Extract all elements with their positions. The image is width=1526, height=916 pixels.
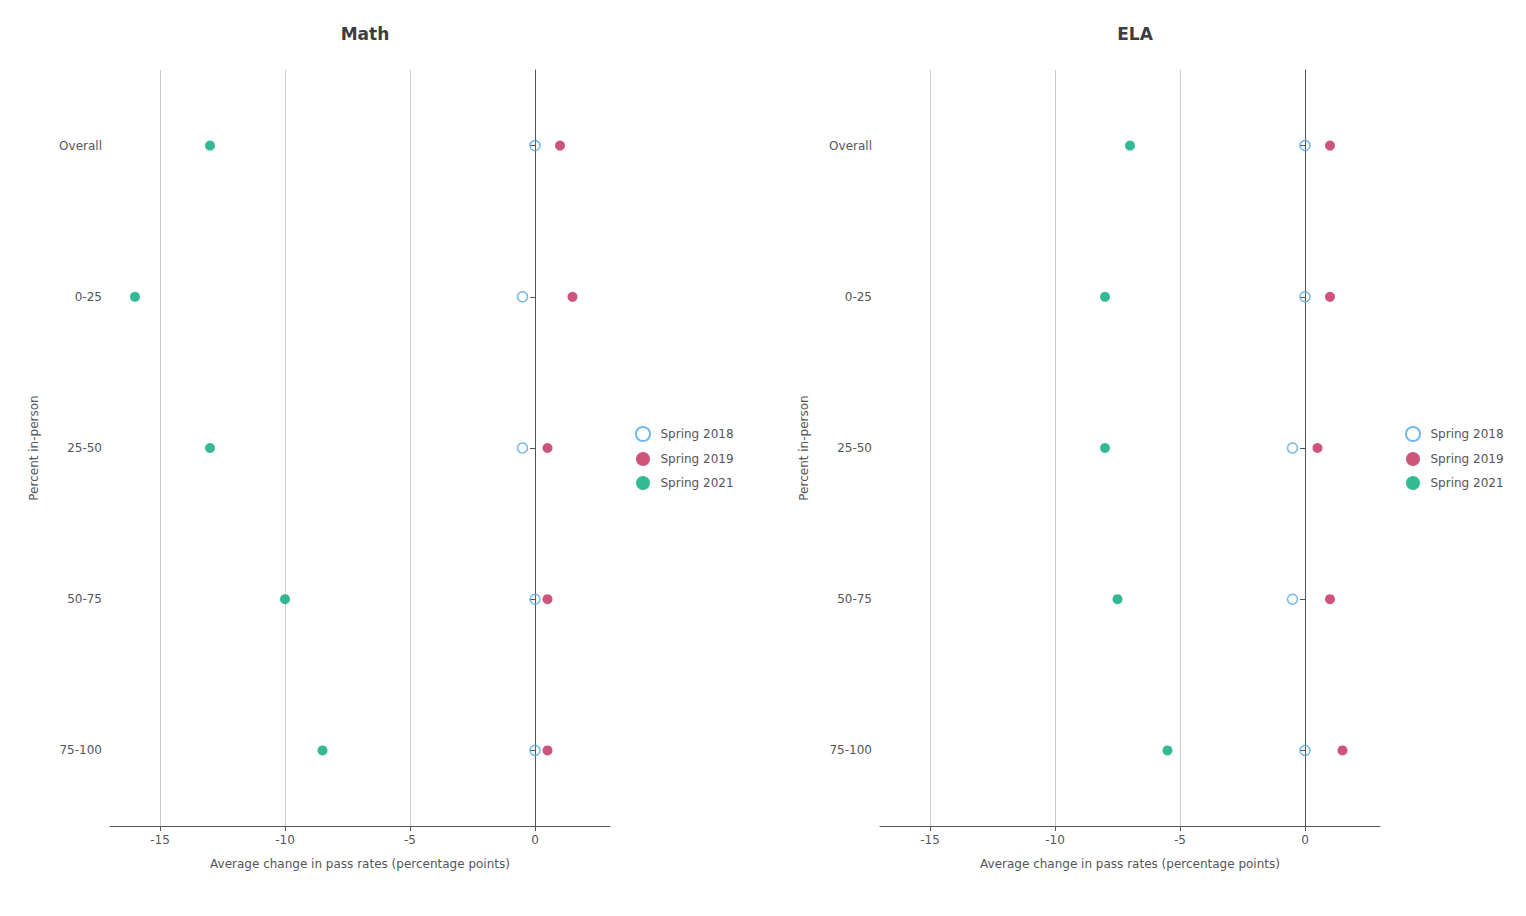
svg-text:-15: -15 [150, 833, 170, 847]
svg-text:Average change in pass rates (: Average change in pass rates (percentage… [980, 857, 1280, 871]
svg-text:0-25: 0-25 [845, 290, 872, 304]
svg-text:Overall: Overall [59, 139, 102, 153]
svg-text:-5: -5 [1174, 833, 1186, 847]
svg-text:25-50: 25-50 [837, 441, 872, 455]
svg-text:Spring 2021: Spring 2021 [1431, 476, 1504, 490]
svg-text:Spring 2019: Spring 2019 [1431, 452, 1504, 466]
svg-text:-10: -10 [275, 833, 295, 847]
svg-text:Spring 2019: Spring 2019 [661, 452, 734, 466]
svg-text:-5: -5 [404, 833, 416, 847]
svg-text:0: 0 [1301, 833, 1309, 847]
svg-text:Percent in-person: Percent in-person [27, 395, 41, 500]
svg-text:Average change in pass rates (: Average change in pass rates (percentage… [210, 857, 510, 871]
svg-text:0: 0 [531, 833, 539, 847]
svg-text:Math: Math [341, 24, 390, 44]
svg-text:0-25: 0-25 [75, 290, 102, 304]
svg-text:75-100: 75-100 [59, 743, 102, 757]
svg-text:75-100: 75-100 [829, 743, 872, 757]
svg-text:50-75: 50-75 [67, 592, 102, 606]
svg-text:Spring 2018: Spring 2018 [1431, 427, 1504, 441]
svg-text:Spring 2018: Spring 2018 [661, 427, 734, 441]
svg-text:25-50: 25-50 [67, 441, 102, 455]
svg-text:50-75: 50-75 [837, 592, 872, 606]
svg-text:ELA: ELA [1117, 24, 1153, 44]
svg-text:-15: -15 [920, 833, 940, 847]
svg-text:-10: -10 [1045, 833, 1065, 847]
svg-text:Percent in-person: Percent in-person [797, 395, 811, 500]
svg-text:Overall: Overall [829, 139, 872, 153]
svg-text:Spring 2021: Spring 2021 [661, 476, 734, 490]
